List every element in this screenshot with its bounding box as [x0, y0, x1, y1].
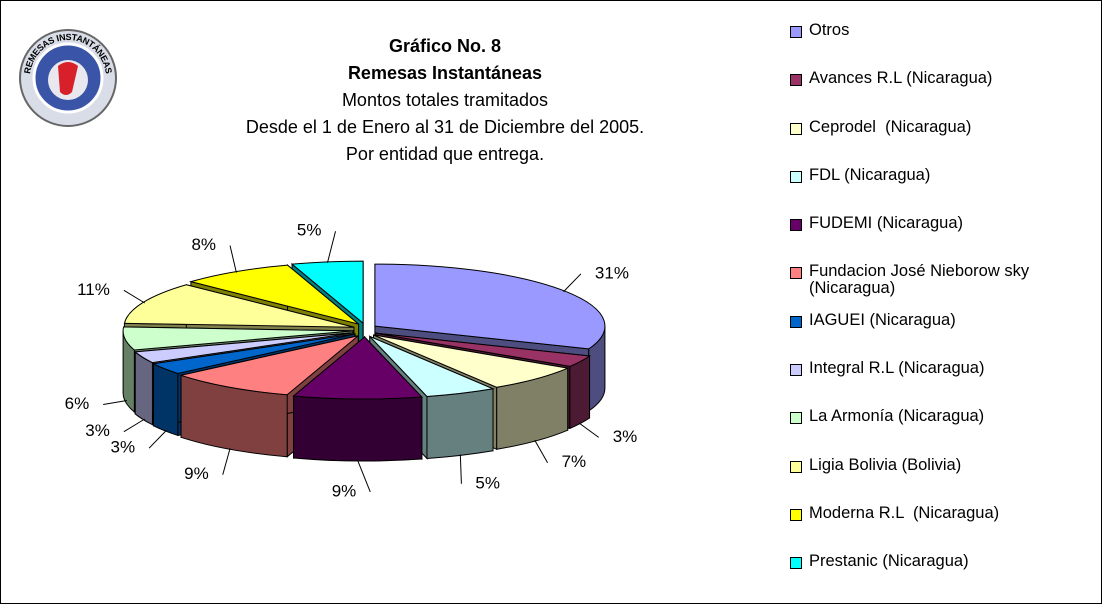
leader-line: [356, 459, 371, 493]
data-label: 8%: [191, 235, 216, 254]
legend-item: Fundacion José Nieborow sky (Nicaragua): [790, 263, 1095, 311]
slice-wall: [153, 363, 179, 437]
legend-swatch: [790, 508, 802, 521]
leader-line: [459, 454, 462, 484]
legend-swatch: [790, 315, 802, 328]
slice-wall: [426, 388, 494, 460]
legend-swatch: [790, 557, 802, 570]
legend-swatch: [790, 170, 802, 183]
legend-item: Otros: [790, 22, 1095, 70]
slice-top: [179, 335, 359, 396]
data-label: 7%: [562, 452, 587, 471]
legend-item: Moderna R.L (Nicaragua): [790, 503, 1095, 553]
legend-item: Ceprodel (Nicaragua): [790, 117, 1095, 167]
legend-item: FUDEMI (Nicaragua): [790, 215, 1095, 263]
legend-swatch: [790, 412, 802, 425]
leader-line: [222, 448, 231, 475]
slice-top: [151, 333, 356, 374]
logo: REMESAS INSTANTÁNEAS: [19, 29, 117, 127]
legend-item: Prestanic (Nicaragua): [790, 553, 1095, 601]
data-label: 9%: [184, 464, 209, 483]
slice-top: [188, 264, 359, 325]
slice-top: [123, 284, 355, 328]
legend-label: Integral R.L (Nicaragua): [809, 359, 985, 378]
slice-top: [369, 335, 495, 397]
legend-swatch: [790, 219, 802, 232]
legend-item: La Armonía (Nicaragua): [790, 408, 1095, 456]
leader-line: [103, 400, 127, 406]
legend-swatch: [790, 122, 802, 135]
chart-description: Por entidad que entrega.: [346, 144, 544, 164]
slice-wall: [134, 350, 153, 426]
leader-line: [578, 422, 599, 438]
slice-top: [373, 334, 570, 388]
data-label: 5%: [297, 221, 322, 240]
leader-line: [123, 418, 145, 433]
legend-item: Avances R.L (Nicaragua): [790, 70, 1095, 118]
legend-label: Moderna R.L (Nicaragua): [809, 503, 1000, 522]
pie-slice: [292, 335, 423, 462]
legend-label: FUDEMI (Nicaragua): [809, 214, 964, 233]
legend-swatch: [790, 364, 802, 377]
leader-line: [148, 429, 167, 449]
slice-top: [290, 260, 364, 325]
legend-label: Ceprodel (Nicaragua): [809, 117, 972, 136]
chart-description: Montos totales tramitados: [342, 90, 548, 110]
slice-top: [133, 332, 355, 364]
data-label: 11%: [77, 280, 110, 299]
legend-label: FDL (Nicaragua): [809, 165, 931, 184]
slice-top: [122, 326, 354, 351]
legend-label: Ligia Bolivia (Bolivia): [809, 455, 962, 474]
legend-swatch: [790, 74, 802, 87]
legend-swatch: [790, 26, 802, 38]
legend-label: Otros: [809, 21, 850, 39]
legend-label: Prestanic (Nicaragua): [809, 552, 969, 571]
leader-line: [563, 273, 582, 293]
chart-subtitle: Remesas Instantáneas: [348, 63, 542, 83]
legend-label: Fundacion José Nieborow sky (Nicaragua): [809, 262, 1034, 298]
data-label: 31%: [595, 263, 629, 282]
legend-item: Integral R.L (Nicaragua): [790, 360, 1095, 408]
slice-top: [292, 336, 423, 400]
legend-swatch: [790, 267, 802, 280]
slice-wall: [293, 395, 423, 462]
data-label: 3%: [110, 438, 135, 457]
legend: Otros Avances R.L (Nicaragua) Ceprodel (Ni…: [790, 22, 1095, 602]
data-label: 3%: [85, 421, 110, 440]
legend-item: FDL (Nicaragua): [790, 165, 1095, 215]
legend-label: IAGUEI (Nicaragua): [809, 310, 956, 329]
data-label: 3%: [613, 427, 638, 446]
slice-wall: [569, 355, 591, 430]
data-label: 9%: [332, 481, 357, 500]
leader-line: [123, 289, 145, 304]
legend-label: Avances R.L (Nicaragua): [809, 69, 993, 88]
data-label: 5%: [475, 473, 500, 492]
chart-title: Gráfico No. 8: [389, 36, 501, 56]
legend-item: IAGUEI (Nicaragua): [790, 310, 1095, 360]
leader-line: [326, 231, 336, 263]
legend-swatch: [790, 460, 802, 473]
leader-line: [229, 245, 237, 273]
data-label: 6%: [65, 394, 90, 413]
slice-top: [374, 263, 606, 350]
chart-description: Desde el 1 de Enero al 31 de Diciembre d…: [246, 117, 644, 137]
slice-top: [375, 332, 591, 367]
leader-line: [534, 439, 549, 463]
legend-label: La Armonía (Nicaragua): [809, 407, 985, 426]
legend-item: Ligia Bolivia (Bolivia): [790, 455, 1095, 505]
